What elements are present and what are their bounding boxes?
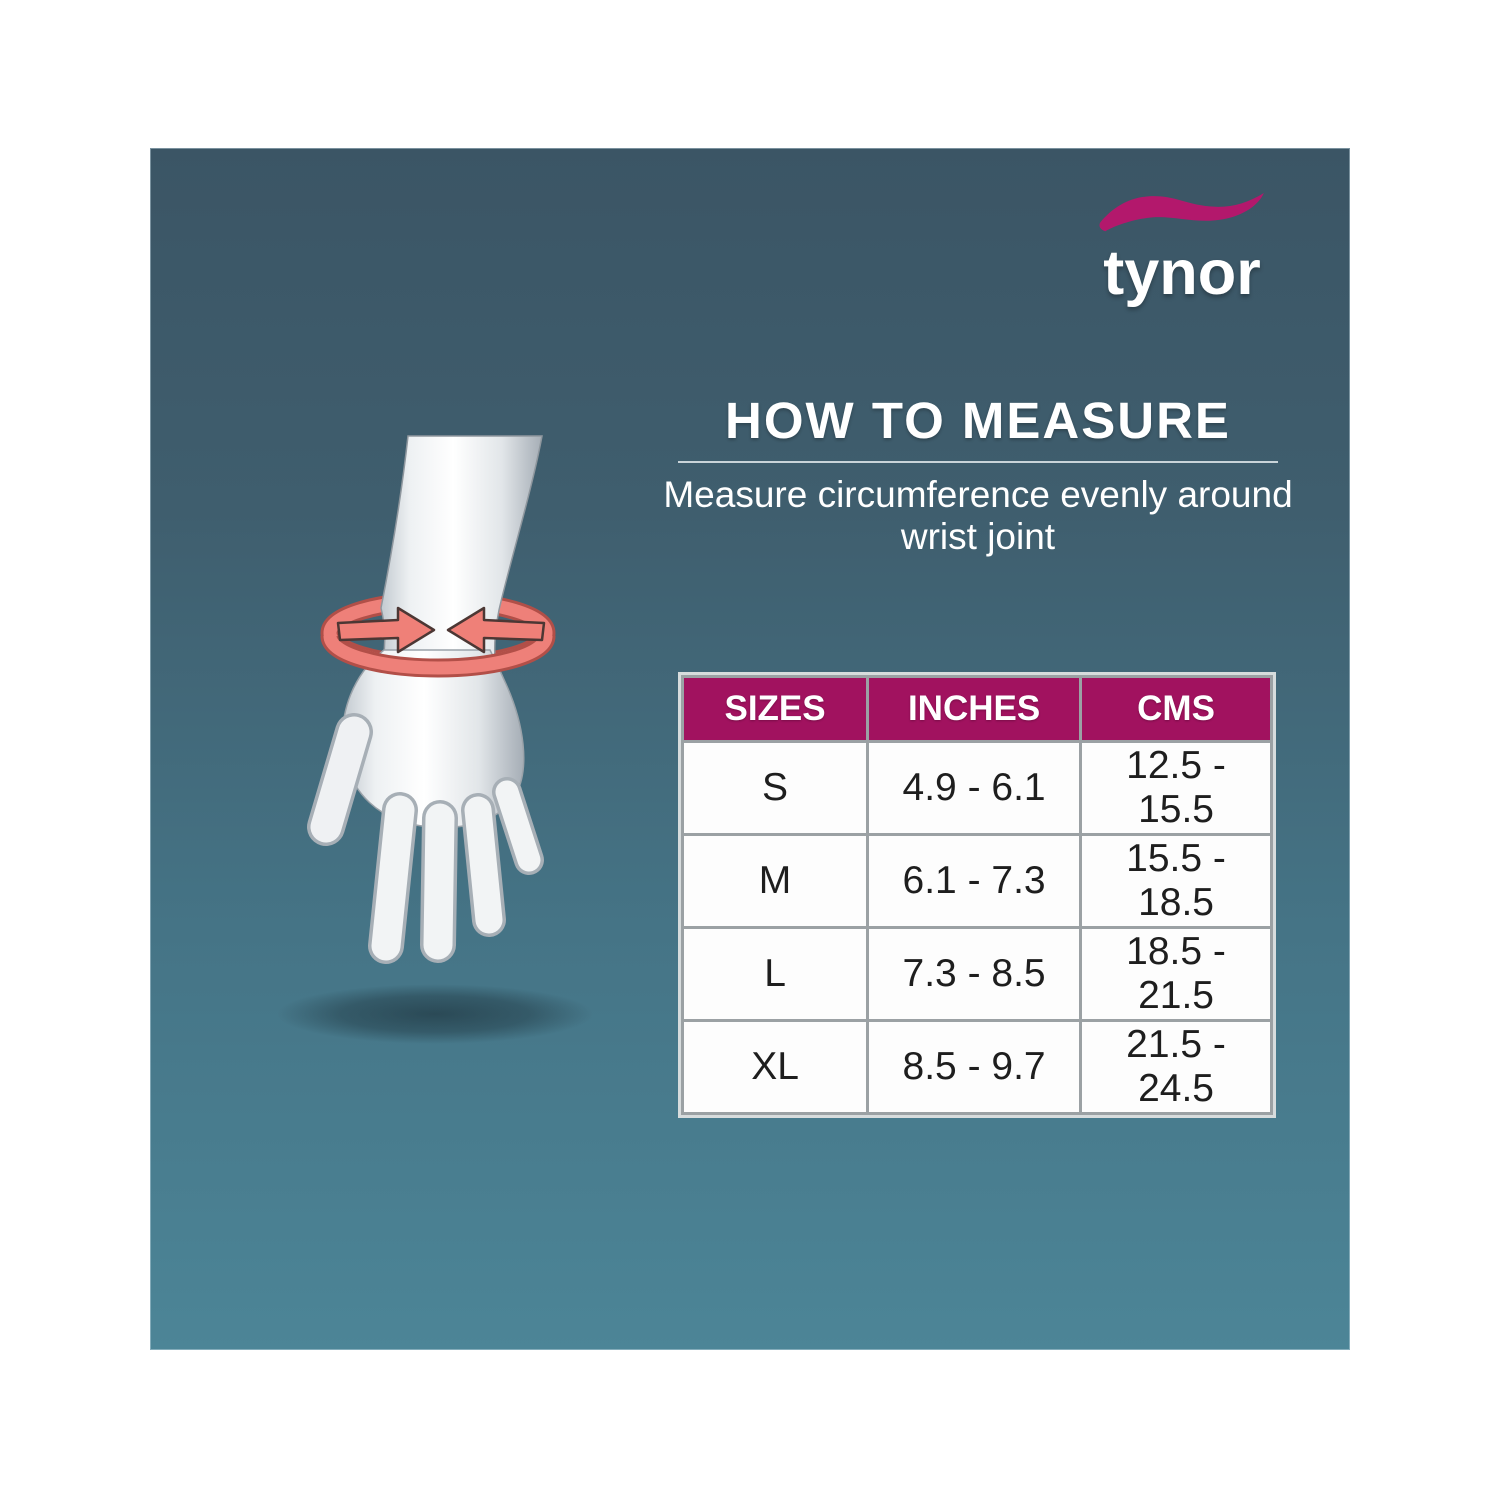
table-row: XL 8.5 - 9.7 21.5 - 24.5 — [684, 1022, 1270, 1112]
size-table: SIZES INCHES CMS S 4.9 - 6.1 12.5 - 15.5 M 6… — [678, 672, 1276, 1118]
index-finger — [371, 795, 415, 961]
thumb — [310, 716, 370, 843]
cms-cell: 12.5 - 15.5 — [1082, 743, 1270, 833]
ring-finger — [464, 796, 503, 934]
measure-band-front — [323, 635, 553, 675]
middle-finger — [423, 803, 455, 960]
size-table-body: S 4.9 - 6.1 12.5 - 15.5 M 6.1 - 7.3 15.5 - 18… — [684, 743, 1270, 1112]
table-header-row: SIZES INCHES CMS — [684, 678, 1270, 740]
size-cell: L — [684, 929, 867, 1019]
table-row: S 4.9 - 6.1 12.5 - 15.5 — [684, 743, 1270, 833]
inches-cell: 6.1 - 7.3 — [869, 836, 1080, 926]
measure-arrow-right-icon — [446, 606, 546, 654]
measure-arrow-left-icon — [336, 606, 436, 654]
cms-cell: 18.5 - 21.5 — [1082, 929, 1270, 1019]
table-row: M 6.1 - 7.3 15.5 - 18.5 — [684, 836, 1270, 926]
brand-name: tynor — [1103, 238, 1261, 308]
hand-illustration — [277, 435, 593, 1044]
column-header-sizes: SIZES — [684, 678, 867, 740]
inches-cell: 4.9 - 6.1 — [869, 743, 1080, 833]
size-cell: XL — [684, 1022, 867, 1112]
measure-instruction: Measure circumference evenly around wris… — [650, 474, 1306, 560]
column-header-inches: INCHES — [869, 678, 1080, 740]
hand-shadow — [277, 984, 593, 1044]
pinky-finger — [495, 780, 541, 872]
inches-cell: 8.5 - 9.7 — [869, 1022, 1080, 1112]
product-info-card: tynor HOW TO MEASURE Measure circumferen… — [150, 148, 1350, 1350]
measure-heading-group: HOW TO MEASURE Measure circumference eve… — [650, 394, 1306, 559]
size-cell: M — [684, 836, 867, 926]
table-row: L 7.3 - 8.5 18.5 - 21.5 — [684, 929, 1270, 1019]
title-divider — [678, 460, 1278, 463]
inches-cell: 7.3 - 8.5 — [869, 929, 1080, 1019]
size-chart: SIZES INCHES CMS S 4.9 - 6.1 12.5 - 15.5 M 6… — [678, 672, 1276, 1118]
page-title: HOW TO MEASURE — [725, 392, 1231, 449]
brand-swoosh-icon — [1099, 192, 1264, 232]
instruction-line-2: wrist joint — [900, 516, 1056, 558]
brand-logo: tynor — [1076, 186, 1288, 305]
column-header-cms: CMS — [1082, 678, 1270, 740]
cms-cell: 21.5 - 24.5 — [1082, 1022, 1270, 1112]
cms-cell: 15.5 - 18.5 — [1082, 836, 1270, 926]
size-cell: S — [684, 743, 867, 833]
instruction-line-1: Measure circumference evenly around — [663, 473, 1293, 515]
